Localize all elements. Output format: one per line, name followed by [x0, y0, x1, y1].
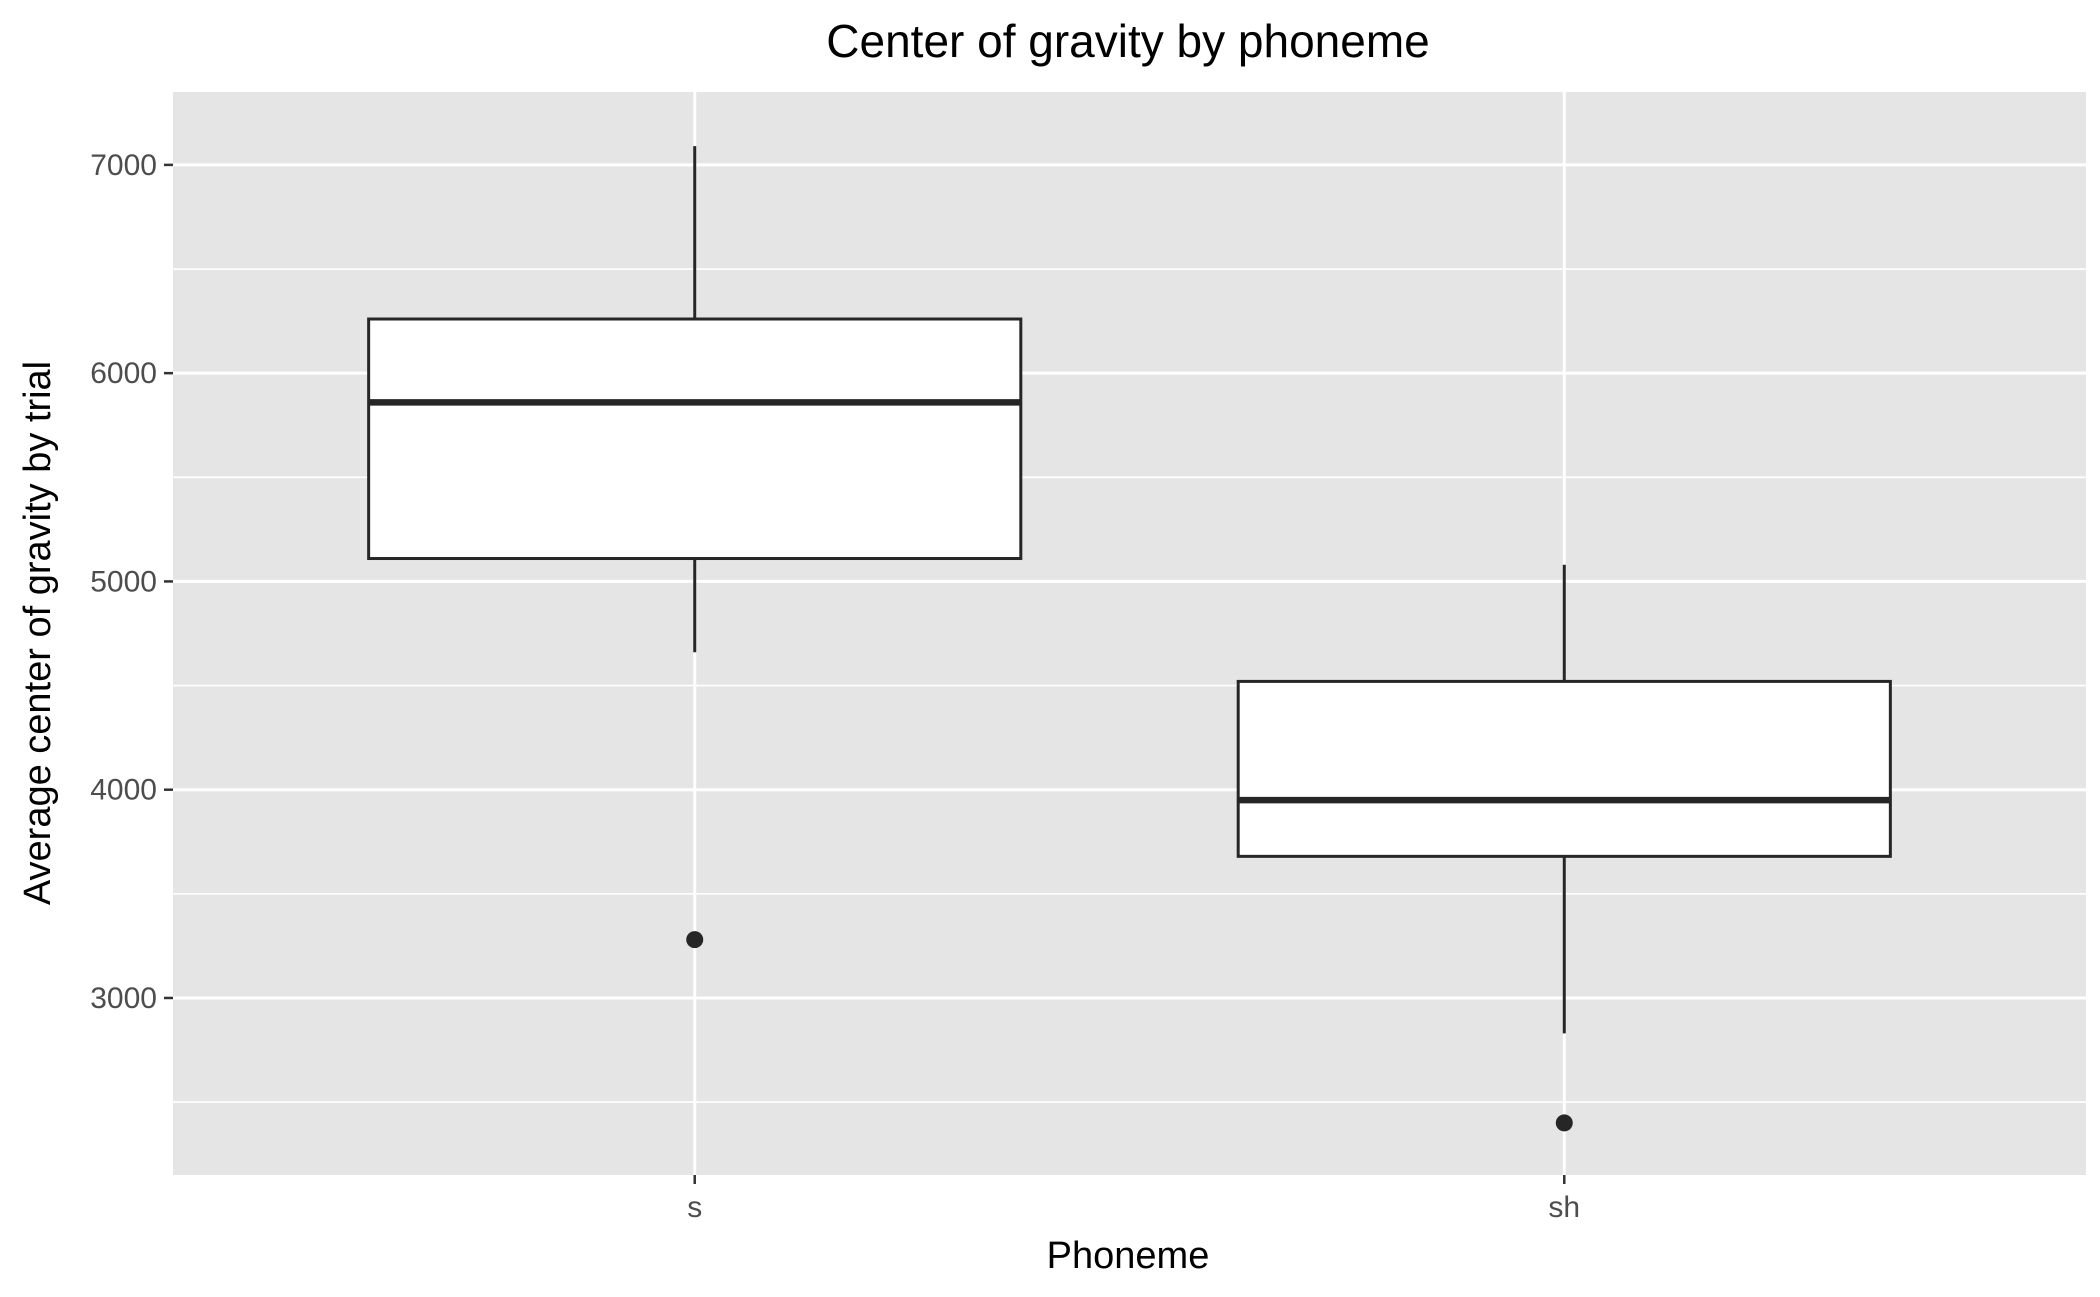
box-sh: [1236, 564, 1892, 1132]
y-axis-title: Average center of gravity by trial: [17, 361, 59, 905]
box-s: [367, 146, 1023, 949]
plot-panel: [173, 92, 2086, 1175]
outlier-point: [1555, 1114, 1573, 1132]
x-tick-label: s: [687, 1191, 702, 1224]
x-axis: s sh: [687, 1175, 1580, 1224]
y-tick-label: 4000: [90, 774, 157, 807]
box-iqr: [1236, 679, 1892, 858]
y-tick-label: 6000: [90, 357, 157, 390]
box-series: [367, 146, 1892, 1132]
y-axis: 3000 4000 5000 6000 7000: [90, 149, 173, 1015]
x-tick-label: sh: [1548, 1191, 1580, 1224]
chart-title: Center of gravity by phoneme: [826, 15, 1429, 67]
box-iqr: [367, 317, 1023, 561]
y-tick-label: 5000: [90, 565, 157, 598]
x-axis-title: Phoneme: [1047, 1235, 1210, 1277]
outlier-point: [686, 931, 704, 949]
y-tick-label: 3000: [90, 982, 157, 1015]
y-tick-label: 7000: [90, 149, 157, 182]
